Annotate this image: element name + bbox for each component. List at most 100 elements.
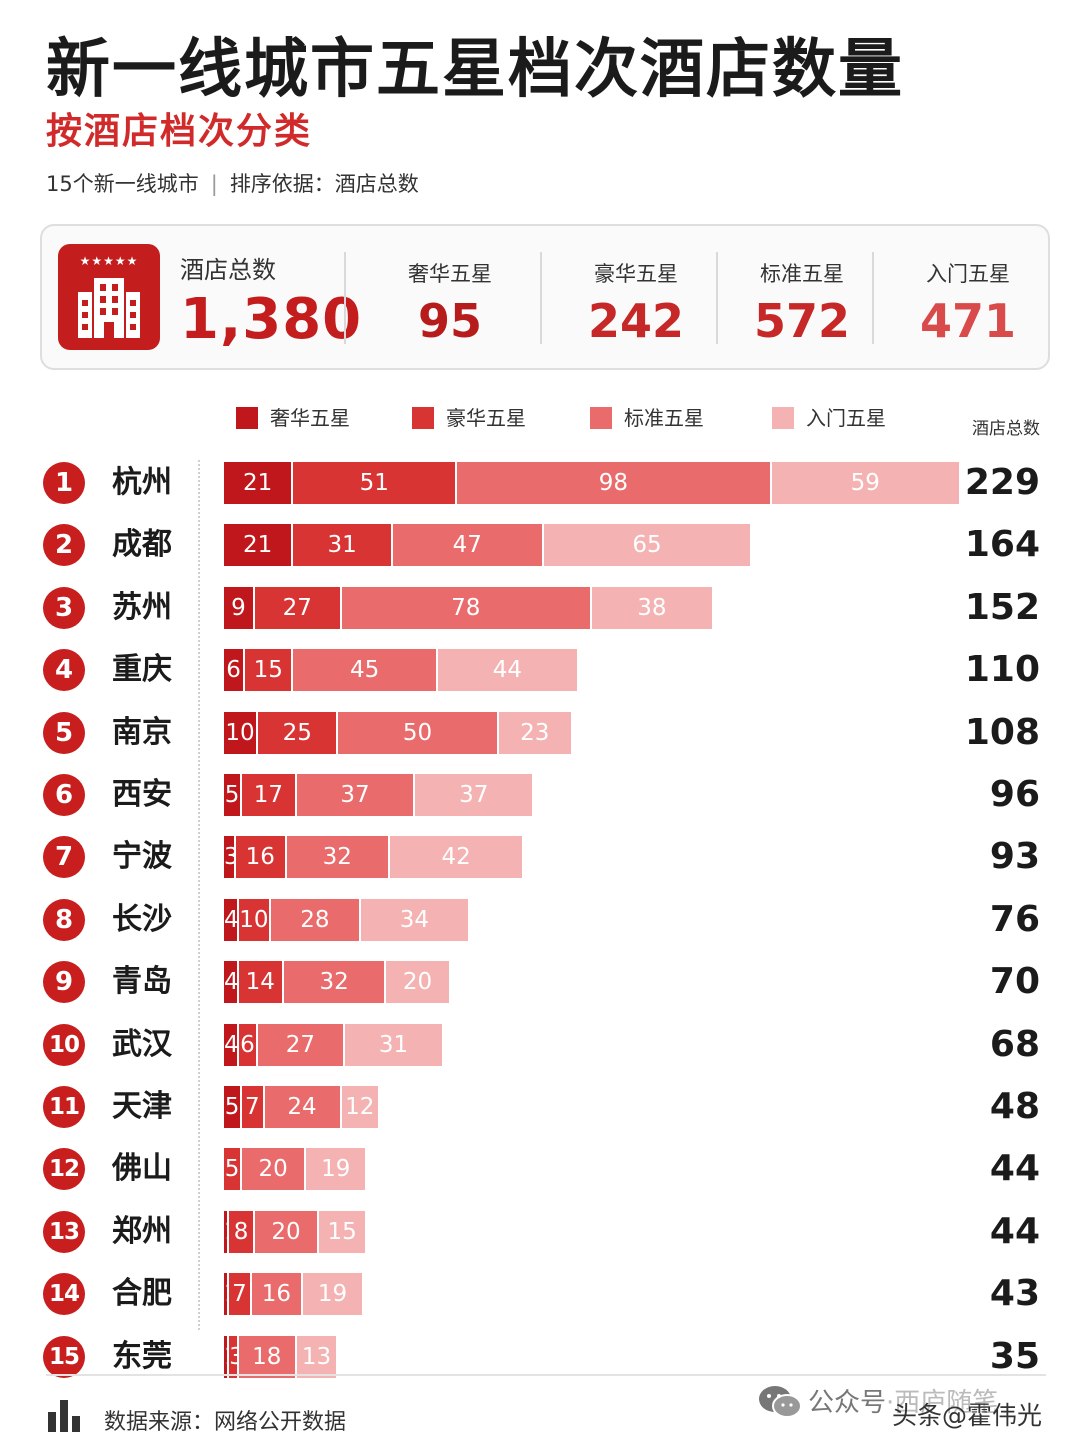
chart-row: 4 重庆 6 15 45 44 110: [0, 649, 1086, 691]
total-value: 229: [964, 462, 1040, 503]
category-label: 杭州: [112, 465, 172, 500]
chart-row: 11 天津 5 7 24 12 48: [0, 1086, 1086, 1128]
chart-row: 12 佛山 5 20 19 44: [0, 1148, 1086, 1190]
five-star-rating: ★★★★★: [79, 254, 139, 268]
legend-swatch: [412, 407, 434, 429]
seg-deluxe: 17: [240, 774, 295, 816]
legend-label: 入门五星: [806, 406, 886, 430]
stat-luxury-label: 奢华五星: [408, 262, 492, 286]
total-value: 70: [989, 961, 1040, 1002]
seg-luxury: 1: [224, 1211, 228, 1253]
seg-entry: 31: [342, 1024, 443, 1066]
seg-deluxe: 7: [227, 1273, 250, 1315]
wechat-icon: [759, 1386, 802, 1418]
category-label: 宁波: [112, 839, 172, 874]
total-value: 96: [989, 774, 1040, 815]
summary-divider: [344, 252, 346, 344]
seg-standard: 47: [390, 524, 542, 566]
legend-swatch: [236, 407, 258, 429]
rank-badge: 1: [43, 462, 85, 504]
seg-luxury: 9: [224, 587, 253, 629]
legend-swatch: [772, 407, 794, 429]
total-value: 43: [989, 1273, 1040, 1314]
chart-row: 13 郑州 182015 44: [0, 1211, 1086, 1253]
seg-standard: 28: [268, 899, 359, 941]
seg-deluxe: 6: [236, 1024, 257, 1066]
seg-entry: 42: [387, 836, 523, 878]
stacked-bar: 131813: [224, 1336, 337, 1378]
stacked-bar: 5 20 19: [224, 1148, 366, 1190]
stacked-bar: 4 10 28 34: [224, 899, 468, 941]
legend-label: 奢华五星: [270, 406, 350, 430]
category-label: 成都: [112, 527, 172, 562]
seg-luxury: 4: [224, 1024, 237, 1066]
seg-standard: 50: [336, 712, 497, 754]
legend-swatch: [590, 407, 612, 429]
seg-luxury: 4: [224, 899, 237, 941]
category-label: 东莞: [112, 1339, 172, 1374]
footer-divider: [46, 1374, 1046, 1376]
seg-luxury: 5: [224, 1086, 241, 1128]
stat-standard-label: 标准五星: [760, 262, 844, 286]
seg-luxury: 21: [224, 524, 292, 566]
watermark-account-label: 公众号: [808, 1388, 887, 1418]
category-label: 佛山: [112, 1151, 172, 1186]
legend-item-standard: 标准五星: [590, 402, 704, 431]
seg-luxury: 21: [224, 462, 292, 504]
chart-row: 6 西安 5 17 37 37 96: [0, 774, 1086, 816]
stacked-bar: 4 14 32 20: [224, 961, 449, 1003]
category-label: 青岛: [112, 964, 172, 999]
summary-divider: [872, 252, 874, 344]
stacked-bar: 4 6 27 31: [224, 1024, 443, 1066]
stacked-bar: 5 7 24 12: [224, 1086, 379, 1128]
chart-row: 5 南京 10 25 50 23 108: [0, 712, 1086, 754]
rank-badge: 10: [43, 1024, 85, 1066]
legend-label: 标准五星: [624, 406, 704, 430]
total-value: 164: [964, 524, 1040, 565]
category-label: 郑州: [112, 1214, 172, 1249]
seg-standard: 20: [240, 1148, 305, 1190]
hotel-building-icon: ★★★★★: [58, 244, 160, 350]
rank-badge: 13: [43, 1211, 85, 1253]
category-label: 长沙: [112, 902, 172, 937]
seg-deluxe: 8: [227, 1211, 253, 1253]
seg-standard: 24: [262, 1086, 340, 1128]
seg-entry: 38: [589, 587, 712, 629]
page-title: 新一线城市五星档次酒店数量: [46, 33, 904, 107]
chart-row: 8 长沙 4 10 28 34 76: [0, 899, 1086, 941]
seg-deluxe: 25: [256, 712, 337, 754]
stat-deluxe: 豪华五星 242: [588, 258, 684, 348]
rank-badge: 7: [43, 836, 85, 878]
chart-row: 9 青岛 4 14 32 20 70: [0, 961, 1086, 1003]
seg-standard: 32: [284, 836, 388, 878]
rank-badge: 3: [43, 587, 85, 629]
chart-row: 14 合肥 171619 43: [0, 1273, 1086, 1315]
watermark-account: 公众号·西庐随笔: [808, 1382, 998, 1419]
seg-luxury: 1: [224, 1273, 228, 1315]
seg-deluxe: 31: [291, 524, 391, 566]
seg-entry: 19: [301, 1273, 362, 1315]
total-value: 108: [964, 712, 1040, 753]
legend-item-deluxe: 豪华五星: [412, 402, 526, 431]
total-value: 93: [989, 836, 1040, 877]
total-value: 76: [989, 899, 1040, 940]
seg-standard: 16: [249, 1273, 302, 1315]
stat-total-label: 酒店总数: [180, 256, 276, 284]
seg-luxury: 3: [224, 836, 234, 878]
total-value: 110: [964, 649, 1040, 690]
seg-standard: 78: [339, 587, 590, 629]
seg-luxury: 10: [224, 712, 257, 754]
bar-chart-icon: [48, 1400, 80, 1432]
category-label: 天津: [112, 1089, 172, 1124]
stat-entry-value: 471: [920, 294, 1017, 348]
stat-luxury: 奢华五星 95: [402, 258, 498, 348]
rank-badge: 5: [43, 712, 85, 754]
meta-separator: |: [210, 172, 218, 196]
stacked-bar: 182015: [224, 1211, 366, 1253]
category-label: 南京: [112, 715, 172, 750]
seg-entry: 20: [384, 961, 449, 1003]
total-value: 35: [989, 1336, 1040, 1377]
meta-count: 15个新一线城市: [46, 172, 199, 196]
seg-standard: 98: [455, 462, 770, 504]
seg-deluxe: 15: [243, 649, 292, 691]
